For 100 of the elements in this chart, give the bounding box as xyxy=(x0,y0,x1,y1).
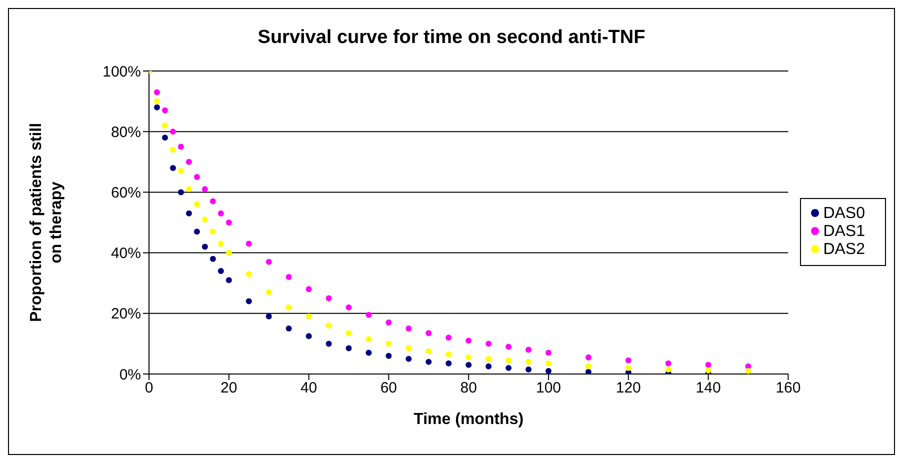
legend-label: DAS2 xyxy=(823,240,865,258)
point xyxy=(406,326,412,332)
x-tick-label: 120 xyxy=(616,380,641,397)
point xyxy=(745,368,752,374)
point xyxy=(326,322,332,329)
point xyxy=(705,362,712,368)
point xyxy=(210,198,216,204)
point xyxy=(366,350,372,356)
point xyxy=(406,356,412,362)
point xyxy=(526,346,532,353)
point xyxy=(178,168,184,174)
chart-title: Survival curve for time on second anti-TNF xyxy=(256,27,646,49)
point xyxy=(446,360,452,366)
point xyxy=(466,338,472,344)
point xyxy=(226,220,232,226)
y-tick-label: 20% xyxy=(110,306,141,323)
point xyxy=(170,164,176,171)
point xyxy=(154,104,160,110)
point xyxy=(346,330,352,336)
point xyxy=(526,366,532,372)
x-tick-label: 40 xyxy=(300,380,318,397)
point xyxy=(226,250,232,256)
point xyxy=(210,256,216,262)
point xyxy=(466,354,472,360)
x-tick-label: 20 xyxy=(220,380,238,397)
point xyxy=(154,89,160,96)
point xyxy=(406,345,412,352)
x-tick-label: 80 xyxy=(460,380,477,397)
point xyxy=(346,304,352,310)
point xyxy=(266,258,272,265)
point xyxy=(306,333,312,340)
point xyxy=(446,334,452,341)
point xyxy=(625,357,632,364)
point xyxy=(218,240,224,247)
point xyxy=(266,313,272,320)
point xyxy=(665,366,672,372)
point xyxy=(170,146,176,153)
point xyxy=(506,364,512,371)
point xyxy=(306,286,312,292)
point xyxy=(246,298,252,304)
point xyxy=(546,360,552,366)
point xyxy=(366,336,372,342)
point xyxy=(585,363,592,370)
point xyxy=(218,210,224,216)
x-axis-title: Time (months) xyxy=(414,411,524,428)
point xyxy=(366,312,372,318)
point xyxy=(426,348,432,354)
point xyxy=(286,274,292,280)
point xyxy=(170,128,176,135)
point xyxy=(506,344,512,350)
point xyxy=(186,210,192,216)
point xyxy=(446,351,452,358)
point xyxy=(466,362,472,368)
point xyxy=(386,319,392,326)
point xyxy=(546,350,552,356)
point xyxy=(186,158,192,165)
point xyxy=(286,304,292,310)
point xyxy=(202,244,208,250)
y-axis-title: Proportion of patients still on therapy xyxy=(28,122,65,322)
point xyxy=(194,174,200,180)
point xyxy=(266,289,272,296)
point xyxy=(194,201,200,208)
point xyxy=(306,313,312,320)
point xyxy=(326,340,332,347)
point xyxy=(162,134,168,141)
point xyxy=(178,189,184,196)
point xyxy=(226,277,232,284)
point xyxy=(346,345,352,352)
point xyxy=(246,271,252,278)
y-tick-label: 80% xyxy=(110,124,141,141)
y-tick-label: 60% xyxy=(110,184,141,202)
point xyxy=(386,340,392,347)
point xyxy=(326,295,332,302)
point xyxy=(486,340,492,347)
point xyxy=(585,368,592,374)
point xyxy=(154,98,160,104)
point xyxy=(218,268,224,274)
point xyxy=(386,352,392,359)
point xyxy=(486,363,492,370)
x-tick-label: 60 xyxy=(380,380,398,397)
point xyxy=(202,216,208,222)
point xyxy=(186,186,192,192)
point xyxy=(426,330,432,336)
y-tick-label: 100% xyxy=(102,63,141,80)
point xyxy=(162,107,168,114)
legend-label: DAS0 xyxy=(823,204,865,222)
point xyxy=(665,360,672,366)
point xyxy=(546,368,552,374)
point xyxy=(486,356,492,362)
x-tick-label: 160 xyxy=(776,380,801,397)
point xyxy=(286,326,292,332)
legend-label: DAS1 xyxy=(823,222,865,240)
point xyxy=(162,122,168,129)
point xyxy=(210,228,216,235)
point xyxy=(426,358,432,365)
point xyxy=(625,364,632,371)
point xyxy=(526,358,532,365)
y-tick-label: 0% xyxy=(119,366,141,384)
point xyxy=(506,357,512,364)
point xyxy=(705,367,712,374)
